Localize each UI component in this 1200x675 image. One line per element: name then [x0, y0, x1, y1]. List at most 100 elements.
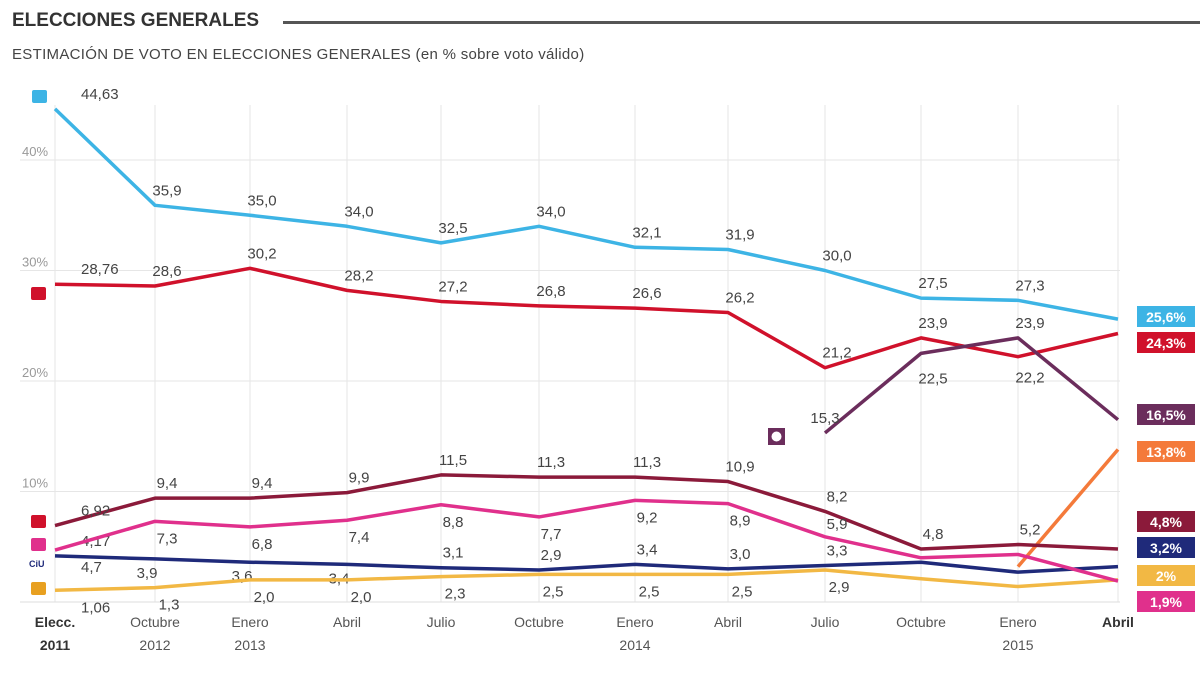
data-label: 8,9 — [730, 513, 751, 530]
data-label: 9,2 — [637, 509, 658, 526]
x-tick-year-label: 2011 — [40, 637, 71, 653]
series-line — [53, 107, 1119, 321]
end-value-label: 3,2% — [1150, 540, 1182, 556]
x-tick-label: Octubre — [896, 614, 946, 630]
data-label: 2,0 — [254, 589, 275, 606]
data-label: 8,2 — [827, 488, 848, 505]
y-tick-label: 40% — [22, 144, 48, 159]
data-label: 26,2 — [725, 289, 754, 306]
x-tick-label: Abril — [1102, 614, 1134, 630]
data-label: 23,9 — [1015, 315, 1044, 332]
x-tick-label: Octubre — [130, 614, 180, 630]
data-label: 3,0 — [730, 546, 751, 563]
end-value-badge — [1137, 565, 1195, 586]
podemos-logo-circle — [771, 431, 782, 442]
data-label: 15,3 — [810, 410, 839, 427]
upyd-logo-icon — [31, 538, 46, 551]
data-label: 26,6 — [632, 285, 661, 302]
x-tick-label: Julio — [427, 614, 456, 630]
data-label: 2,5 — [543, 583, 564, 600]
x-tick-label: Elecc. — [35, 614, 75, 630]
iu-logo-icon — [31, 515, 46, 528]
data-label: 3,3 — [827, 543, 848, 560]
data-label: 44,63 — [81, 86, 119, 103]
data-label: 11,3 — [537, 454, 565, 471]
data-label: 1,3 — [159, 597, 180, 614]
series-line — [54, 498, 1119, 583]
end-value-badge — [1137, 537, 1195, 558]
x-tick-label: Octubre — [514, 614, 564, 630]
x-tick-label: Abril — [333, 614, 361, 630]
data-label: 27,2 — [438, 278, 467, 295]
series-line — [54, 266, 1119, 370]
end-value-label: 4,8% — [1150, 514, 1182, 530]
data-label: 27,5 — [918, 275, 947, 292]
amaiur-logo-icon — [31, 582, 46, 595]
series-line — [54, 473, 1119, 551]
x-tick-label: Enero — [231, 614, 269, 630]
data-label: 28,6 — [152, 263, 181, 280]
data-label: 23,9 — [918, 315, 947, 332]
x-tick-year-label: 2012 — [139, 637, 170, 653]
data-label: 7,7 — [541, 526, 562, 543]
data-label: 28,2 — [344, 267, 373, 284]
data-label: 21,2 — [822, 345, 851, 362]
data-label: 9,4 — [252, 475, 273, 492]
data-label: 27,3 — [1015, 277, 1044, 294]
data-label: 11,3 — [633, 454, 661, 471]
x-tick-year-label: 2015 — [1002, 637, 1033, 653]
end-value-badge — [1137, 591, 1195, 612]
end-value-badge — [1137, 332, 1195, 353]
data-label: 4,8 — [923, 526, 944, 543]
end-value-label: 24,3% — [1146, 335, 1186, 351]
data-label: 22,5 — [918, 370, 947, 387]
end-value-badge — [1137, 511, 1195, 532]
data-label: 2,5 — [732, 583, 753, 600]
end-value-badge — [1137, 404, 1195, 425]
data-label: 34,0 — [344, 203, 373, 220]
data-label: 3,4 — [637, 541, 658, 558]
data-label: 2,5 — [639, 583, 660, 600]
x-tick-year-label: 2014 — [619, 637, 650, 653]
title-divider — [283, 21, 1200, 24]
data-label: 10,9 — [725, 459, 754, 476]
data-label: 9,4 — [157, 475, 178, 492]
data-label: 7,4 — [349, 529, 370, 546]
data-label: 1,06 — [81, 599, 110, 616]
data-label: 5,2 — [1020, 522, 1041, 539]
x-tick-label: Abril — [714, 614, 742, 630]
series-line — [54, 568, 1119, 593]
data-label: 7,3 — [157, 530, 178, 547]
data-label: 32,1 — [632, 224, 661, 241]
end-value-label: 16,5% — [1146, 407, 1186, 423]
end-value-label: 1,9% — [1150, 594, 1182, 610]
y-tick-label: 20% — [22, 365, 48, 380]
data-label: 2,3 — [445, 586, 466, 603]
data-label: 28,76 — [81, 261, 119, 278]
data-label: 4,7 — [81, 559, 102, 576]
data-label: 6,8 — [252, 536, 273, 553]
end-value-badge — [1137, 441, 1195, 462]
data-label: 9,9 — [349, 470, 370, 487]
x-tick-label: Enero — [999, 614, 1037, 630]
data-label: 34,0 — [536, 203, 565, 220]
x-tick-year-label: 2013 — [234, 637, 265, 653]
end-value-label: 25,6% — [1146, 309, 1186, 325]
pp-logo-icon — [32, 90, 47, 103]
data-label: 11,5 — [439, 452, 467, 469]
data-label: 3,9 — [137, 565, 158, 582]
data-label: 5,9 — [827, 516, 848, 533]
data-label: 22,2 — [1015, 370, 1044, 387]
data-label: 8,8 — [443, 514, 464, 531]
y-tick-label: 10% — [22, 476, 48, 491]
data-label: 30,0 — [822, 248, 851, 265]
data-label: 26,8 — [536, 283, 565, 300]
chart-subtitle: ESTIMACIÓN DE VOTO EN ELECCIONES GENERAL… — [12, 46, 585, 63]
data-label: 32,5 — [438, 220, 467, 237]
data-label: 35,0 — [247, 192, 276, 209]
end-value-label: 2% — [1156, 568, 1177, 584]
data-label: 2,9 — [829, 579, 850, 596]
x-tick-label: Julio — [811, 614, 840, 630]
